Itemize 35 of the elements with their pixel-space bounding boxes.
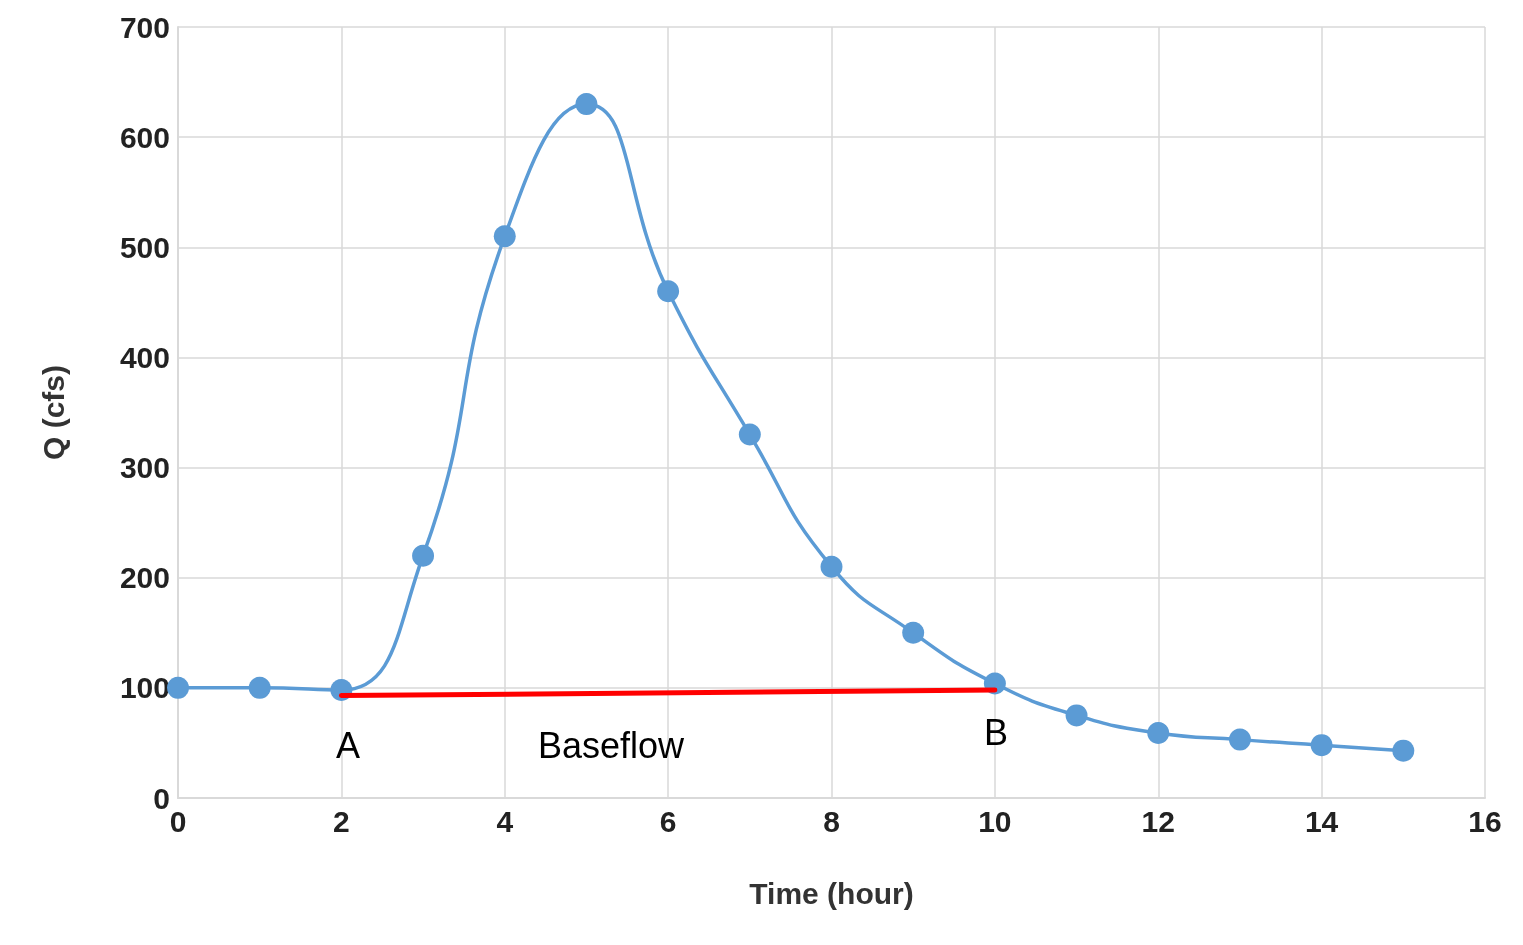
point	[902, 621, 925, 644]
x-tick-label: 6	[659, 804, 677, 838]
x-tick-label: 16	[1468, 804, 1502, 838]
x-tick-label: 12	[1141, 804, 1175, 838]
annotation: Baseflow	[537, 724, 686, 766]
point	[575, 93, 598, 116]
y-tick-label: 500	[119, 230, 170, 264]
point	[1228, 728, 1251, 751]
point	[657, 280, 680, 303]
y-tick-label: 100	[119, 671, 170, 705]
point	[493, 225, 516, 248]
x-tick-label: 2	[333, 804, 350, 838]
y-axis-title: Q (cfs)	[36, 364, 70, 461]
y-tick-label: 0	[153, 781, 170, 815]
point	[738, 423, 761, 446]
y-tick-label: 700	[119, 10, 170, 44]
point	[1065, 704, 1088, 727]
y-tick-label: 400	[119, 340, 170, 374]
annotation: B	[983, 711, 1009, 753]
x-axis-title: Time (hour)	[749, 876, 914, 910]
point	[248, 676, 271, 699]
y-tick-label: 300	[119, 451, 170, 485]
point	[1310, 734, 1333, 757]
point	[1392, 739, 1415, 762]
annotation: A	[335, 724, 361, 766]
x-tick-label: 8	[823, 804, 840, 838]
point	[412, 544, 435, 567]
point	[1147, 722, 1170, 745]
y-tick-label: 600	[119, 120, 170, 154]
x-tick-label: 4	[496, 804, 514, 838]
point	[167, 676, 189, 699]
x-tick-label: 14	[1304, 804, 1339, 838]
y-tick-label: 200	[119, 561, 170, 595]
point	[820, 555, 843, 578]
x-tick-label: 10	[978, 804, 1012, 838]
